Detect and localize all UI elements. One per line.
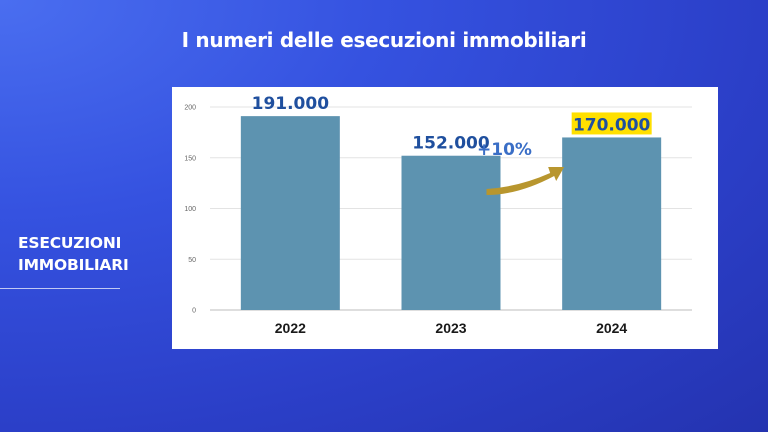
- data-label-highlight: [571, 112, 652, 135]
- growth-annotation: +10%: [477, 140, 565, 195]
- data-labels: 191.000 152.000 170.000: [252, 94, 652, 154]
- side-label-line-1: ESECUZIONI: [18, 234, 122, 252]
- y-tick-label: 100: [184, 206, 196, 213]
- chart-card: 0 50 100 150 200 191.000 152.000 170.000 2022 2…: [172, 87, 718, 349]
- data-label-2023: 152.000: [412, 134, 490, 154]
- y-tick-label: 150: [184, 155, 196, 162]
- slide-title: I numeri delle esecuzioni immobiliari: [181, 28, 587, 52]
- category-label-2024: 2024: [596, 320, 627, 336]
- y-tick-label: 0: [192, 308, 196, 315]
- growth-arrow: [486, 167, 565, 195]
- bar-2022: [240, 116, 340, 310]
- category-labels: 2022 2023 2024: [275, 320, 628, 336]
- data-label-2024: 170.000: [573, 115, 651, 135]
- y-tick-label: 50: [188, 257, 196, 264]
- growth-percentage: +10%: [477, 140, 532, 160]
- y-tick-label: 200: [184, 105, 196, 112]
- bar-2023: [401, 155, 501, 310]
- side-label-line-2: IMMOBILIARI: [18, 256, 129, 274]
- chart-bars: [240, 116, 662, 310]
- category-label-2022: 2022: [275, 320, 306, 336]
- side-divider: [0, 288, 120, 289]
- data-label-2022: 191.000: [252, 94, 330, 114]
- y-axis-ticks: 0 50 100 150 200: [184, 105, 196, 315]
- bar-2024: [562, 137, 662, 310]
- side-label: ESECUZIONI IMMOBILIARI: [18, 232, 148, 276]
- category-label-2023: 2023: [435, 320, 466, 336]
